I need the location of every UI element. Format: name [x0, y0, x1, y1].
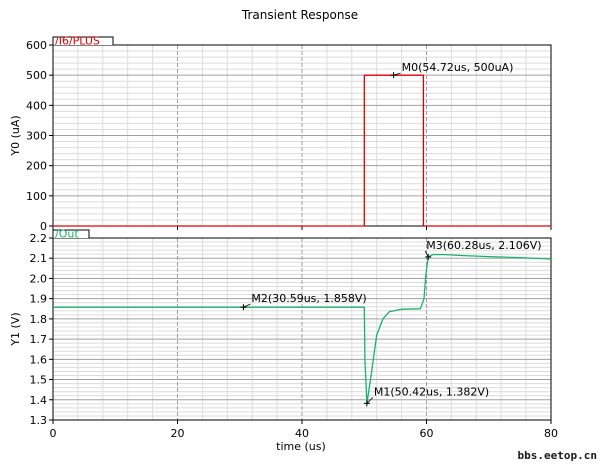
legend-tab-border	[52, 229, 90, 238]
x-tick-label: 80	[544, 427, 558, 440]
markers: M0(54.72us, 500uA)	[390, 61, 514, 79]
marker-label: M1(50.42us, 1.382V)	[374, 385, 489, 398]
marker-leader	[424, 250, 429, 258]
y-ticks: 1.3 1.4 1.5 1.6 1.7 1.8 1.9 2.0 2.1 2.2	[30, 232, 53, 427]
series-line	[53, 74, 551, 227]
x-axis-label: time (us)	[276, 440, 326, 453]
y-tick-label: 2.2	[30, 232, 48, 245]
marker-label: M2(30.59us, 1.858V)	[251, 292, 366, 305]
y-axis-label: Y1 (V)	[9, 312, 22, 346]
x-tick-label: 40	[295, 427, 309, 440]
y-tick-label: 1.5	[30, 374, 48, 387]
y-ticks: 0 100 200 300 400 500 600	[26, 39, 53, 233]
x-tick-label: 0	[50, 427, 57, 440]
grid	[52, 44, 552, 227]
marker-leader	[366, 397, 374, 404]
y-tick-label: 1.6	[30, 353, 48, 366]
x-tick-label: 20	[171, 427, 185, 440]
y-tick-label: 1.8	[30, 313, 48, 326]
y-tick-label: 1.4	[30, 394, 48, 407]
y-axis-label: Y0 (uA)	[9, 115, 22, 156]
legend-tab: /Out	[52, 228, 90, 241]
y-tick-label: 2.0	[30, 272, 48, 285]
y-tick-label: 0	[40, 220, 47, 233]
y-tick-label: 400	[26, 99, 47, 112]
y-tick-label: 2.1	[30, 252, 48, 265]
y-tick-label: 600	[26, 39, 47, 52]
x-tick-label: 60	[420, 427, 434, 440]
y-tick-label: 100	[26, 190, 47, 203]
y-tick-label: 1.9	[30, 293, 48, 306]
watermark-text: bbs.eetop.cn	[518, 449, 597, 462]
y-tick-label: 1.3	[30, 414, 48, 427]
marker-label: M3(60.28us, 2.106V)	[426, 239, 541, 252]
y-tick-label: 300	[26, 130, 47, 143]
y-tick-label: 200	[26, 160, 47, 173]
y-tick-label: 500	[26, 69, 47, 82]
x-ticks	[52, 226, 552, 230]
legend-label: /I6/PLUS	[55, 35, 100, 48]
marker-leader	[393, 72, 401, 76]
marker-cross	[425, 254, 432, 261]
legend-tab: /I6/PLUS	[52, 35, 114, 48]
marker-label: M0(54.72us, 500uA)	[402, 61, 514, 74]
panel-0: /I6/PLUS 0 100 200 300 400 500 600 Y0 (uA) M0(54.…	[9, 35, 552, 233]
panel-1: /Out 1.3 1.4 1.5 1.6 1.7 1.8 1.9 2.0 2.1 2.2 Y1 (V)…	[9, 228, 558, 441]
legend-tab-border	[52, 36, 114, 45]
x-ticks: 0 20 40 60 80	[50, 420, 558, 440]
legend-label: /Out	[55, 228, 79, 241]
chart-title: Transient Response	[241, 8, 358, 22]
y-tick-label: 1.7	[30, 333, 48, 346]
marker-cross	[390, 72, 397, 79]
markers: M2(30.59us, 1.858V) M1(50.42us, 1.382V) M3…	[240, 239, 542, 407]
marker-leader	[243, 303, 251, 308]
